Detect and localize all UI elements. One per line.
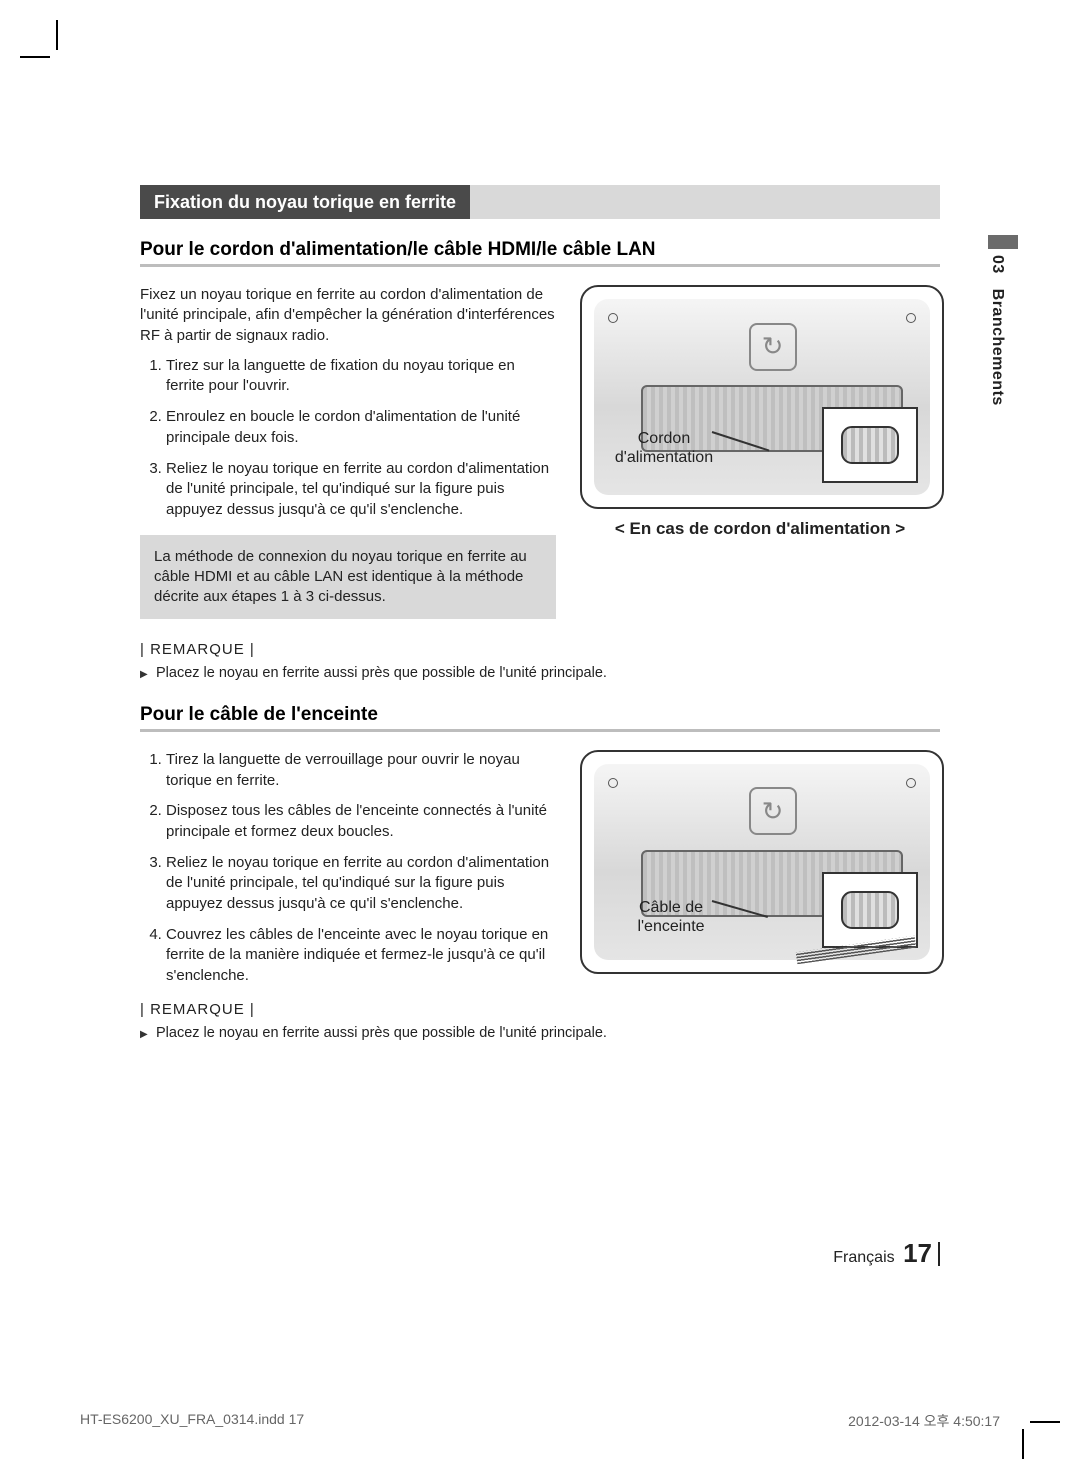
ferrite-callout-icon	[822, 407, 918, 483]
steps-list-2: Tirez la languette de verrouillage pour …	[140, 750, 556, 987]
figure-speaker-cable: ↻ Câble de l'enceinte	[580, 750, 944, 974]
side-chapter-tab: 03 Branchements	[988, 235, 1018, 406]
figure-power-cord: ↻ Cordon d'alimentation	[580, 285, 944, 509]
subheading-speaker-cable: Pour le câble de l'enceinte	[140, 704, 940, 732]
subheading-power-hdmi-lan: Pour le cordon d'alimentation/le câble H…	[140, 239, 940, 267]
footer-language-page: Français 17	[833, 1238, 940, 1269]
step-1-3: Reliez le noyau torique en ferrite au co…	[166, 459, 556, 521]
intro-text: Fixez un noyau torique en ferrite au cor…	[140, 285, 556, 346]
footer-language: Français	[833, 1249, 894, 1266]
footer-meta: HT-ES6200_XU_FRA_0314.indd 17 2012-03-14…	[80, 1411, 1000, 1431]
note-heading-1: | REMARQUE |	[140, 641, 940, 658]
step-2-4: Couvrez les câbles de l'enceinte avec le…	[166, 925, 556, 987]
section-bar-fill	[470, 185, 940, 219]
figure2-label-line2: l'enceinte	[637, 918, 704, 935]
note-text-1: Placez le noyau en ferrite aussi près qu…	[140, 664, 940, 684]
step-2-3: Reliez le noyau torique en ferrite au co…	[166, 853, 556, 915]
step-2-1: Tirez la languette de verrouillage pour …	[166, 750, 556, 791]
side-number: 03	[989, 255, 1006, 274]
figure1-label-line1: Cordon	[638, 430, 690, 447]
footer-indd: HT-ES6200_XU_FRA_0314.indd 17	[80, 1411, 304, 1431]
section-title: Fixation du noyau torique en ferrite	[140, 185, 470, 219]
step-1-1: Tirez sur la languette de fixation du no…	[166, 356, 556, 397]
gray-info-box: La méthode de connexion du noyau torique…	[140, 535, 556, 620]
note-text-2: Placez le noyau en ferrite aussi près qu…	[140, 1024, 940, 1044]
note-heading-2: | REMARQUE |	[140, 1001, 940, 1018]
figure2-label-line1: Câble de	[639, 899, 703, 916]
figure1-label-line2: d'alimentation	[615, 449, 713, 466]
footer-timestamp: 2012-03-14 오후 4:50:17	[848, 1411, 1000, 1431]
side-chapter: Branchements	[989, 289, 1006, 406]
step-2-2: Disposez tous les câbles de l'enceinte c…	[166, 801, 556, 842]
section-title-bar: Fixation du noyau torique en ferrite	[140, 185, 940, 219]
figure1-caption: < En cas de cordon d'alimentation >	[580, 519, 940, 539]
footer-page-number: 17	[899, 1238, 936, 1268]
steps-list-1: Tirez sur la languette de fixation du no…	[140, 356, 556, 521]
step-1-2: Enroulez en boucle le cordon d'alimentat…	[166, 407, 556, 448]
